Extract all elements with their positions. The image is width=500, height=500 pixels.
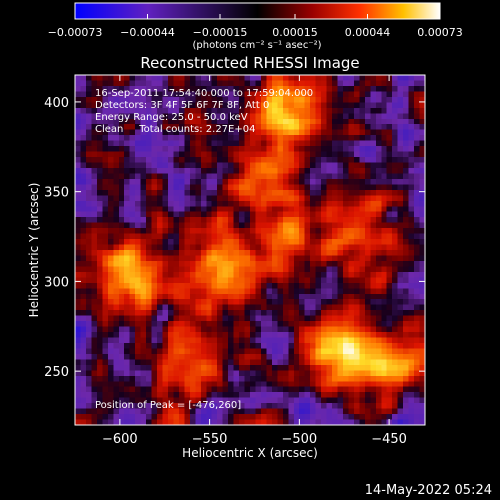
- x-axis-ticks: −600 −550 −500 −450: [102, 75, 407, 447]
- x-tick-label: −500: [281, 432, 317, 447]
- y-axis-label: Heliocentric Y (arcsec): [27, 183, 41, 318]
- x-tick-label: −550: [192, 432, 228, 447]
- colorbar-tick-label: 0.00073: [417, 26, 463, 39]
- y-tick-label: 400: [44, 96, 69, 111]
- plot-area: −600 −550 −500 −450 250 300 350 400 16-Sep-201…: [44, 74, 426, 447]
- chart-title: Reconstructed RHESSI Image: [140, 54, 359, 72]
- x-tick-label: −600: [102, 432, 138, 447]
- annotation-detectors: Detectors: 3F 4F 5F 6F 7F 8F, Att 0: [95, 100, 269, 111]
- colorbar: −0.00073 −0.00044 −0.00015 0.00015 0.00044 0.…: [48, 2, 463, 51]
- annotation-time-range: 16-Sep-2011 17:54:40.000 to 17:59:04.000: [95, 88, 313, 99]
- colorbar-tick-label: 0.00015: [272, 26, 318, 39]
- annotation-counts: Clean Total counts: 2.27E+04: [95, 124, 255, 135]
- x-tick-label: −450: [371, 432, 407, 447]
- annotation-energy-range: Energy Range: 25.0 - 50.0 keV: [95, 112, 248, 123]
- colorbar-unit-label: (photons cm⁻² s⁻¹ asec⁻²): [192, 40, 321, 51]
- colorbar-tick-label: −0.00073: [48, 26, 103, 39]
- y-tick-label: 250: [44, 365, 69, 380]
- annotation-peak-position: Position of Peak = [-476,260]: [95, 400, 241, 411]
- heatmap-image: [75, 75, 425, 425]
- x-axis-label: Heliocentric X (arcsec): [182, 446, 318, 460]
- colorbar-gradient: [74, 2, 441, 20]
- colorbar-ticks: −0.00073 −0.00044 −0.00015 0.00015 0.00044 0.…: [48, 14, 463, 39]
- y-axis-ticks: 250 300 350 400: [44, 96, 425, 380]
- footer-timestamp: 14-May-2022 05:24: [365, 483, 492, 498]
- y-tick-label: 300: [44, 275, 69, 290]
- y-tick-label: 350: [44, 186, 69, 201]
- colorbar-tick-label: −0.00044: [120, 26, 175, 39]
- plot-frame: [74, 74, 426, 426]
- colorbar-tick-label: −0.00015: [193, 26, 248, 39]
- colorbar-tick-label: 0.00044: [345, 26, 391, 39]
